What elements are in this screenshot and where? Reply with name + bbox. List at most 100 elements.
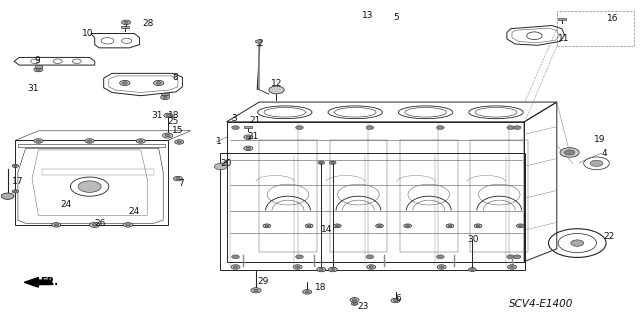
Circle shape [317,267,326,272]
Bar [244,126,252,128]
Circle shape [508,265,516,269]
Circle shape [232,126,239,130]
Circle shape [328,267,337,272]
Circle shape [366,126,374,130]
Text: 4: 4 [602,149,607,158]
Bar [121,26,129,28]
Circle shape [513,255,521,259]
Text: 15: 15 [172,126,183,135]
Text: 18: 18 [315,283,326,292]
Circle shape [161,95,170,100]
Circle shape [251,288,261,293]
Circle shape [85,139,94,143]
Circle shape [54,224,59,226]
Circle shape [175,140,184,144]
Text: 18: 18 [168,111,180,120]
Circle shape [509,266,515,268]
Circle shape [507,255,515,259]
Circle shape [90,222,100,227]
Text: 31: 31 [151,111,163,120]
Circle shape [330,161,336,164]
Circle shape [350,298,359,302]
Text: 11: 11 [558,34,570,43]
Circle shape [122,82,127,84]
Circle shape [369,266,374,268]
Circle shape [125,224,131,226]
Polygon shape [24,278,51,287]
Circle shape [330,269,335,271]
Circle shape [120,80,130,85]
Circle shape [232,255,239,259]
Circle shape [296,126,303,130]
Circle shape [406,225,410,227]
Circle shape [231,265,240,269]
Text: 14: 14 [321,225,333,234]
Circle shape [92,224,97,226]
Text: 22: 22 [603,232,614,241]
Circle shape [136,139,145,143]
Circle shape [165,134,170,137]
Text: 2: 2 [257,39,263,48]
Circle shape [36,69,41,71]
Circle shape [175,177,180,180]
Text: SCV4-E1400: SCV4-E1400 [509,299,573,309]
Circle shape [470,269,474,271]
Circle shape [335,225,339,227]
Circle shape [436,255,444,259]
Text: 21: 21 [247,132,259,141]
Circle shape [404,224,412,228]
Circle shape [244,146,253,151]
Circle shape [378,225,381,227]
Text: 10: 10 [82,29,93,38]
Circle shape [122,20,131,25]
Text: 24: 24 [128,207,140,216]
Circle shape [233,266,238,268]
Circle shape [305,291,310,293]
Circle shape [244,135,253,139]
Circle shape [353,303,356,304]
Text: 7: 7 [178,179,184,188]
Text: 17: 17 [12,177,23,186]
Text: 5: 5 [393,13,399,22]
Circle shape [564,150,575,155]
Circle shape [436,126,444,130]
Circle shape [518,225,522,227]
Circle shape [269,86,284,94]
Circle shape [318,161,324,164]
Bar [35,65,42,68]
Circle shape [353,299,357,301]
Circle shape [366,255,374,259]
Circle shape [52,223,61,227]
Circle shape [166,115,170,117]
Text: 13: 13 [362,11,373,20]
Text: 25: 25 [168,117,179,126]
Text: 6: 6 [396,294,401,303]
Circle shape [173,176,182,181]
Circle shape [246,147,251,149]
Circle shape [319,269,323,271]
Circle shape [319,162,323,164]
Text: 1: 1 [216,137,222,146]
Text: 3: 3 [232,114,237,122]
Circle shape [367,265,376,269]
Circle shape [507,126,515,130]
Circle shape [163,96,168,99]
Circle shape [446,224,454,228]
Circle shape [164,113,173,118]
Circle shape [88,140,92,142]
Circle shape [14,190,17,192]
Text: 31: 31 [27,84,38,93]
Circle shape [12,190,19,193]
Circle shape [124,223,132,227]
Circle shape [139,140,143,142]
Circle shape [590,160,603,167]
Circle shape [476,225,480,227]
Circle shape [34,139,43,143]
Circle shape [439,266,444,268]
Circle shape [332,162,335,164]
Circle shape [124,21,129,23]
Circle shape [468,268,476,271]
Circle shape [36,140,41,142]
Circle shape [156,82,161,84]
Circle shape [14,165,17,167]
